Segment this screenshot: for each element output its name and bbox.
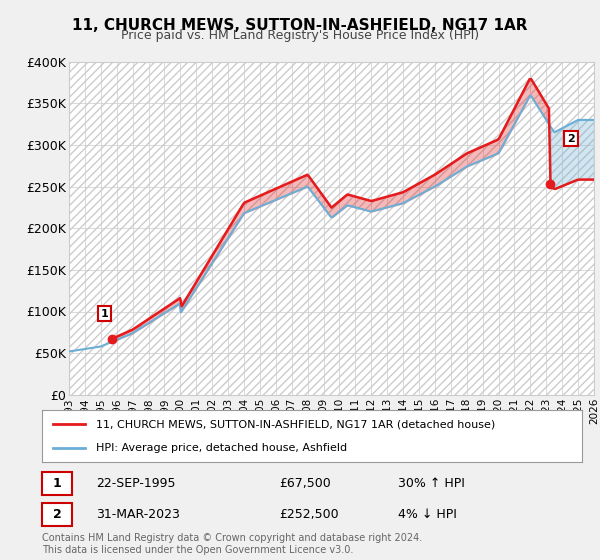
Text: £252,500: £252,500 [280, 508, 339, 521]
FancyBboxPatch shape [42, 472, 72, 496]
Text: 1: 1 [53, 477, 61, 491]
Text: 30% ↑ HPI: 30% ↑ HPI [398, 477, 465, 491]
Text: £67,500: £67,500 [280, 477, 331, 491]
Text: 11, CHURCH MEWS, SUTTON-IN-ASHFIELD, NG17 1AR (detached house): 11, CHURCH MEWS, SUTTON-IN-ASHFIELD, NG1… [96, 419, 495, 430]
Text: 22-SEP-1995: 22-SEP-1995 [96, 477, 176, 491]
Text: 2: 2 [53, 508, 61, 521]
Text: 11, CHURCH MEWS, SUTTON-IN-ASHFIELD, NG17 1AR: 11, CHURCH MEWS, SUTTON-IN-ASHFIELD, NG1… [72, 18, 528, 33]
Text: 31-MAR-2023: 31-MAR-2023 [96, 508, 180, 521]
Text: 2: 2 [567, 134, 575, 144]
Text: 1: 1 [101, 309, 109, 319]
Text: Contains HM Land Registry data © Crown copyright and database right 2024.
This d: Contains HM Land Registry data © Crown c… [42, 533, 422, 555]
FancyBboxPatch shape [42, 503, 72, 526]
Text: 4% ↓ HPI: 4% ↓ HPI [398, 508, 457, 521]
Text: HPI: Average price, detached house, Ashfield: HPI: Average price, detached house, Ashf… [96, 443, 347, 453]
Text: Price paid vs. HM Land Registry's House Price Index (HPI): Price paid vs. HM Land Registry's House … [121, 29, 479, 42]
